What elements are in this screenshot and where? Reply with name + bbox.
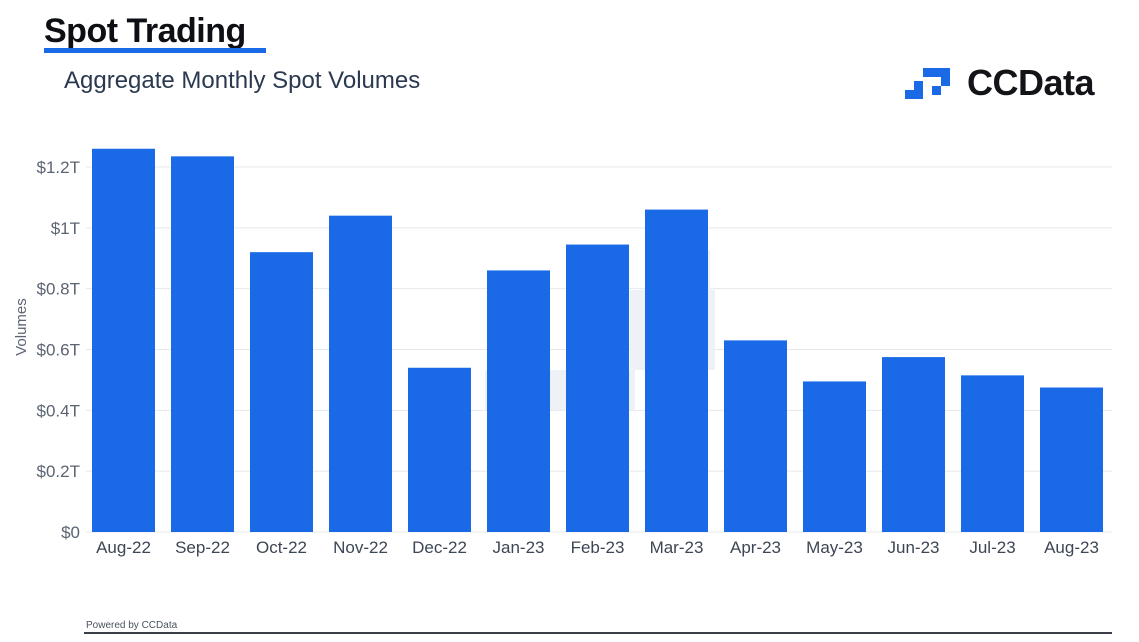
footer-line xyxy=(84,632,1112,634)
y-tick-label: $1T xyxy=(51,219,80,238)
bar xyxy=(329,215,392,532)
bar xyxy=(961,375,1024,532)
y-tick-label: $0.4T xyxy=(37,401,80,420)
x-tick-label: Mar-23 xyxy=(650,538,704,557)
bar xyxy=(803,381,866,532)
x-tick-label: Apr-23 xyxy=(730,538,781,557)
x-tick-label: Oct-22 xyxy=(256,538,307,557)
bar xyxy=(645,209,708,533)
y-tick-label: $0 xyxy=(61,523,80,542)
y-tick-label: $1.2T xyxy=(37,158,80,177)
title-underline xyxy=(44,48,266,53)
y-tick-label: $0.2T xyxy=(37,462,80,481)
bar xyxy=(92,148,155,532)
y-tick-label: $0.6T xyxy=(37,341,80,360)
x-tick-label: Sep-22 xyxy=(175,538,230,557)
logo-text: CCData xyxy=(967,62,1095,103)
x-tick-label: May-23 xyxy=(806,538,863,557)
ccdata-logo: CCData xyxy=(905,62,1095,104)
x-tick-label: Aug-22 xyxy=(96,538,151,557)
footer-text: Powered by CCData xyxy=(86,620,178,631)
chart-subtitle: Aggregate Monthly Spot Volumes xyxy=(64,67,421,94)
bar xyxy=(171,156,234,532)
x-tick-label: Jul-23 xyxy=(969,538,1015,557)
y-axis-label: Volumes xyxy=(13,298,30,356)
x-tick-label: Feb-23 xyxy=(571,538,625,557)
x-tick-label: Aug-23 xyxy=(1044,538,1099,557)
bar xyxy=(724,340,787,532)
ccdata-logo-icon xyxy=(905,68,950,99)
bar xyxy=(487,270,550,532)
bar xyxy=(408,367,471,532)
x-tick-label: Dec-22 xyxy=(412,538,467,557)
bar xyxy=(882,357,945,532)
bar xyxy=(1040,387,1103,532)
y-tick-label: $0.8T xyxy=(37,280,80,299)
x-tick-label: Nov-22 xyxy=(333,538,388,557)
chart-title: Spot Trading xyxy=(44,12,246,50)
bar xyxy=(250,252,313,532)
x-tick-label: Jun-23 xyxy=(888,538,940,557)
x-tick-label: Jan-23 xyxy=(493,538,545,557)
bar xyxy=(566,244,629,532)
